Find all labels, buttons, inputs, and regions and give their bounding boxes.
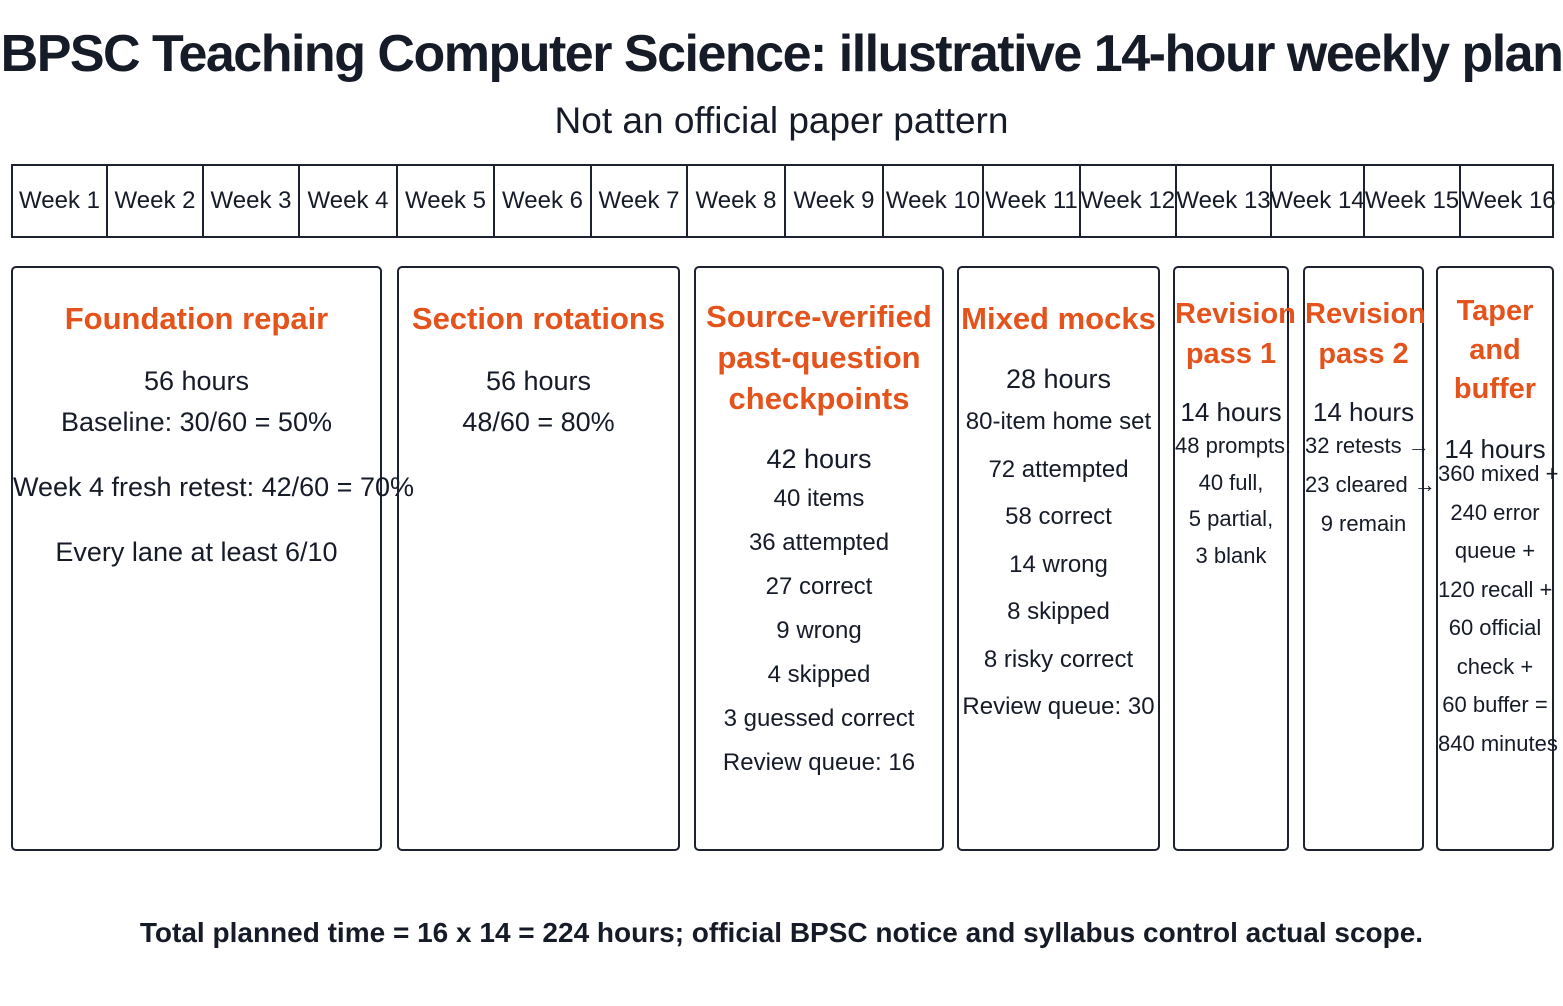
phase-hours: 56 hours — [143, 366, 250, 396]
phase-title: Section rotations — [399, 298, 678, 339]
phase-detail: 8 skipped — [1007, 598, 1110, 625]
phase-title-line: Taper — [1456, 295, 1534, 327]
week-cell-5: Week 5 — [398, 166, 495, 236]
phase-detail: 27 correct — [765, 573, 873, 600]
phase-detail: 3 blank — [1195, 542, 1267, 568]
week-cell-8: Week 8 — [688, 166, 786, 236]
phase-detail: check + — [1456, 653, 1534, 679]
week-timeline-row: Week 1 Week 2 Week 3 Week 4 Week 5 Week … — [11, 164, 1556, 238]
phase-title-line: Mixed mocks — [961, 301, 1156, 336]
week-cell-15: Week 15 — [1365, 166, 1461, 236]
phase-detail: 32 retests → — [1305, 433, 1430, 458]
phase-title: Taper and buffer — [1438, 292, 1552, 409]
phase-title: Revision pass 2 — [1305, 294, 1426, 374]
phase-title: Mixed mocks — [959, 298, 1158, 339]
phase-hours: 14 hours — [1444, 434, 1546, 464]
phase-title: Source-verified past-question checkpoints — [696, 296, 942, 419]
phase-hours: 14 hours — [1180, 397, 1282, 427]
phase-detail: Review queue: 16 — [722, 749, 916, 776]
phase-title: Foundation repair — [13, 298, 380, 339]
phase-detail: 36 attempted — [748, 529, 890, 556]
phase-detail: Baseline: 30/60 = 50% — [61, 407, 332, 437]
week-cell-7: Week 7 — [592, 166, 688, 236]
phase-detail: 3 guessed correct — [723, 705, 915, 732]
phase-hours: 28 hours — [1005, 364, 1112, 394]
phase-detail: 240 error — [1450, 499, 1540, 525]
phase-title-line: pass 1 — [1185, 338, 1277, 370]
phase-hours: 42 hours — [766, 444, 872, 474]
phase-hours: 56 hours — [485, 366, 592, 396]
phase-title-line: checkpoints — [728, 381, 910, 416]
page-subtitle: Not an official paper pattern — [554, 100, 1009, 141]
phase-detail: Every lane at least 6/10 — [55, 537, 338, 567]
week-cell-12: Week 12 — [1081, 166, 1177, 236]
week-cell-1: Week 1 — [13, 166, 108, 236]
phase-detail: 9 remain — [1320, 511, 1407, 536]
phase-detail: 120 recall + — [1438, 576, 1553, 602]
phase-detail: 72 attempted — [988, 455, 1129, 483]
week-cell-2: Week 2 — [108, 166, 204, 236]
phase-detail: 48/60 = 80% — [462, 407, 615, 437]
phase-title-line: Revision — [1305, 298, 1426, 330]
week-cell-4: Week 4 — [300, 166, 398, 236]
phase-detail: 58 correct — [1005, 503, 1112, 530]
phase-title-line: and — [1469, 334, 1521, 366]
phase-detail: 80-item home set — [965, 408, 1152, 435]
week-cell-13: Week 13 — [1176, 166, 1272, 236]
phase-title-line: Section rotations — [411, 301, 666, 336]
phase-detail: 8 risky correct — [983, 645, 1134, 673]
week-cell-11: Week 11 — [984, 166, 1081, 236]
phase-detail: queue + — [1454, 538, 1536, 563]
phase-detail: 360 mixed + — [1438, 461, 1559, 486]
page-title: BPSC Teaching Computer Science: illustra… — [0, 25, 1563, 83]
phase-box-4: Mixed mocks 28 hours 80-item home set 72 at… — [957, 266, 1160, 851]
phase-title-line: Source-verified — [706, 299, 932, 334]
phase-detail: 14 wrong — [1009, 550, 1108, 578]
week-cell-3: Week 3 — [204, 166, 300, 236]
phase-detail: 60 official — [1448, 615, 1542, 640]
footer-note: Total planned time = 16 x 14 = 224 hours… — [139, 917, 1424, 948]
phase-detail: Review queue: 30 — [962, 693, 1155, 720]
phase-box-6: Revision pass 2 14 hours 32 retests → 23 cle… — [1303, 266, 1436, 851]
phase-detail: 5 partial, — [1188, 506, 1274, 531]
phase-detail: 60 buffer = — [1442, 692, 1548, 717]
phase-detail: 40 items — [773, 485, 865, 512]
phase-box-3: Source-verified past-question checkpoints 4… — [694, 266, 944, 851]
week-cell-14: Week 14 — [1270, 166, 1365, 236]
phase-title-line: buffer — [1453, 373, 1537, 405]
phase-title-line: past-question — [717, 340, 921, 375]
phase-detail: 4 skipped — [767, 661, 871, 688]
phase-detail: 9 wrong — [776, 617, 862, 644]
phase-title-line: Revision — [1175, 298, 1296, 330]
phase-title-line: pass 2 — [1318, 338, 1409, 370]
week-cell-10: Week 10 — [884, 166, 984, 236]
phase-detail: 23 cleared → — [1305, 472, 1436, 497]
phase-title: Revision pass 1 — [1175, 294, 1296, 374]
phase-box-2: Section rotations 56 hours 48/60 = 80% — [397, 266, 680, 851]
phase-detail: 48 prompts: — [1175, 433, 1292, 458]
phase-detail: 840 minutes — [1438, 730, 1558, 756]
phase-title-line: Foundation repair — [64, 301, 329, 336]
phase-hours: 14 hours — [1312, 397, 1415, 427]
week-cell-6: Week 6 — [495, 166, 592, 236]
phase-box-5: Revision pass 1 14 hours 48 prompts: 40 full… — [1173, 266, 1296, 851]
phase-box-1: Foundation repair 56 hours Baseline: 30/60… — [11, 266, 414, 851]
phase-box-7: Taper and buffer 14 hours 360 mixed + 240 err… — [1436, 266, 1559, 851]
phase-detail: Week 4 fresh retest: 42/60 = 70% — [13, 472, 414, 502]
week-cell-9: Week 9 — [786, 166, 884, 236]
week-cell-16: Week 16 — [1461, 187, 1556, 214]
phase-detail: 40 full, — [1198, 469, 1264, 495]
